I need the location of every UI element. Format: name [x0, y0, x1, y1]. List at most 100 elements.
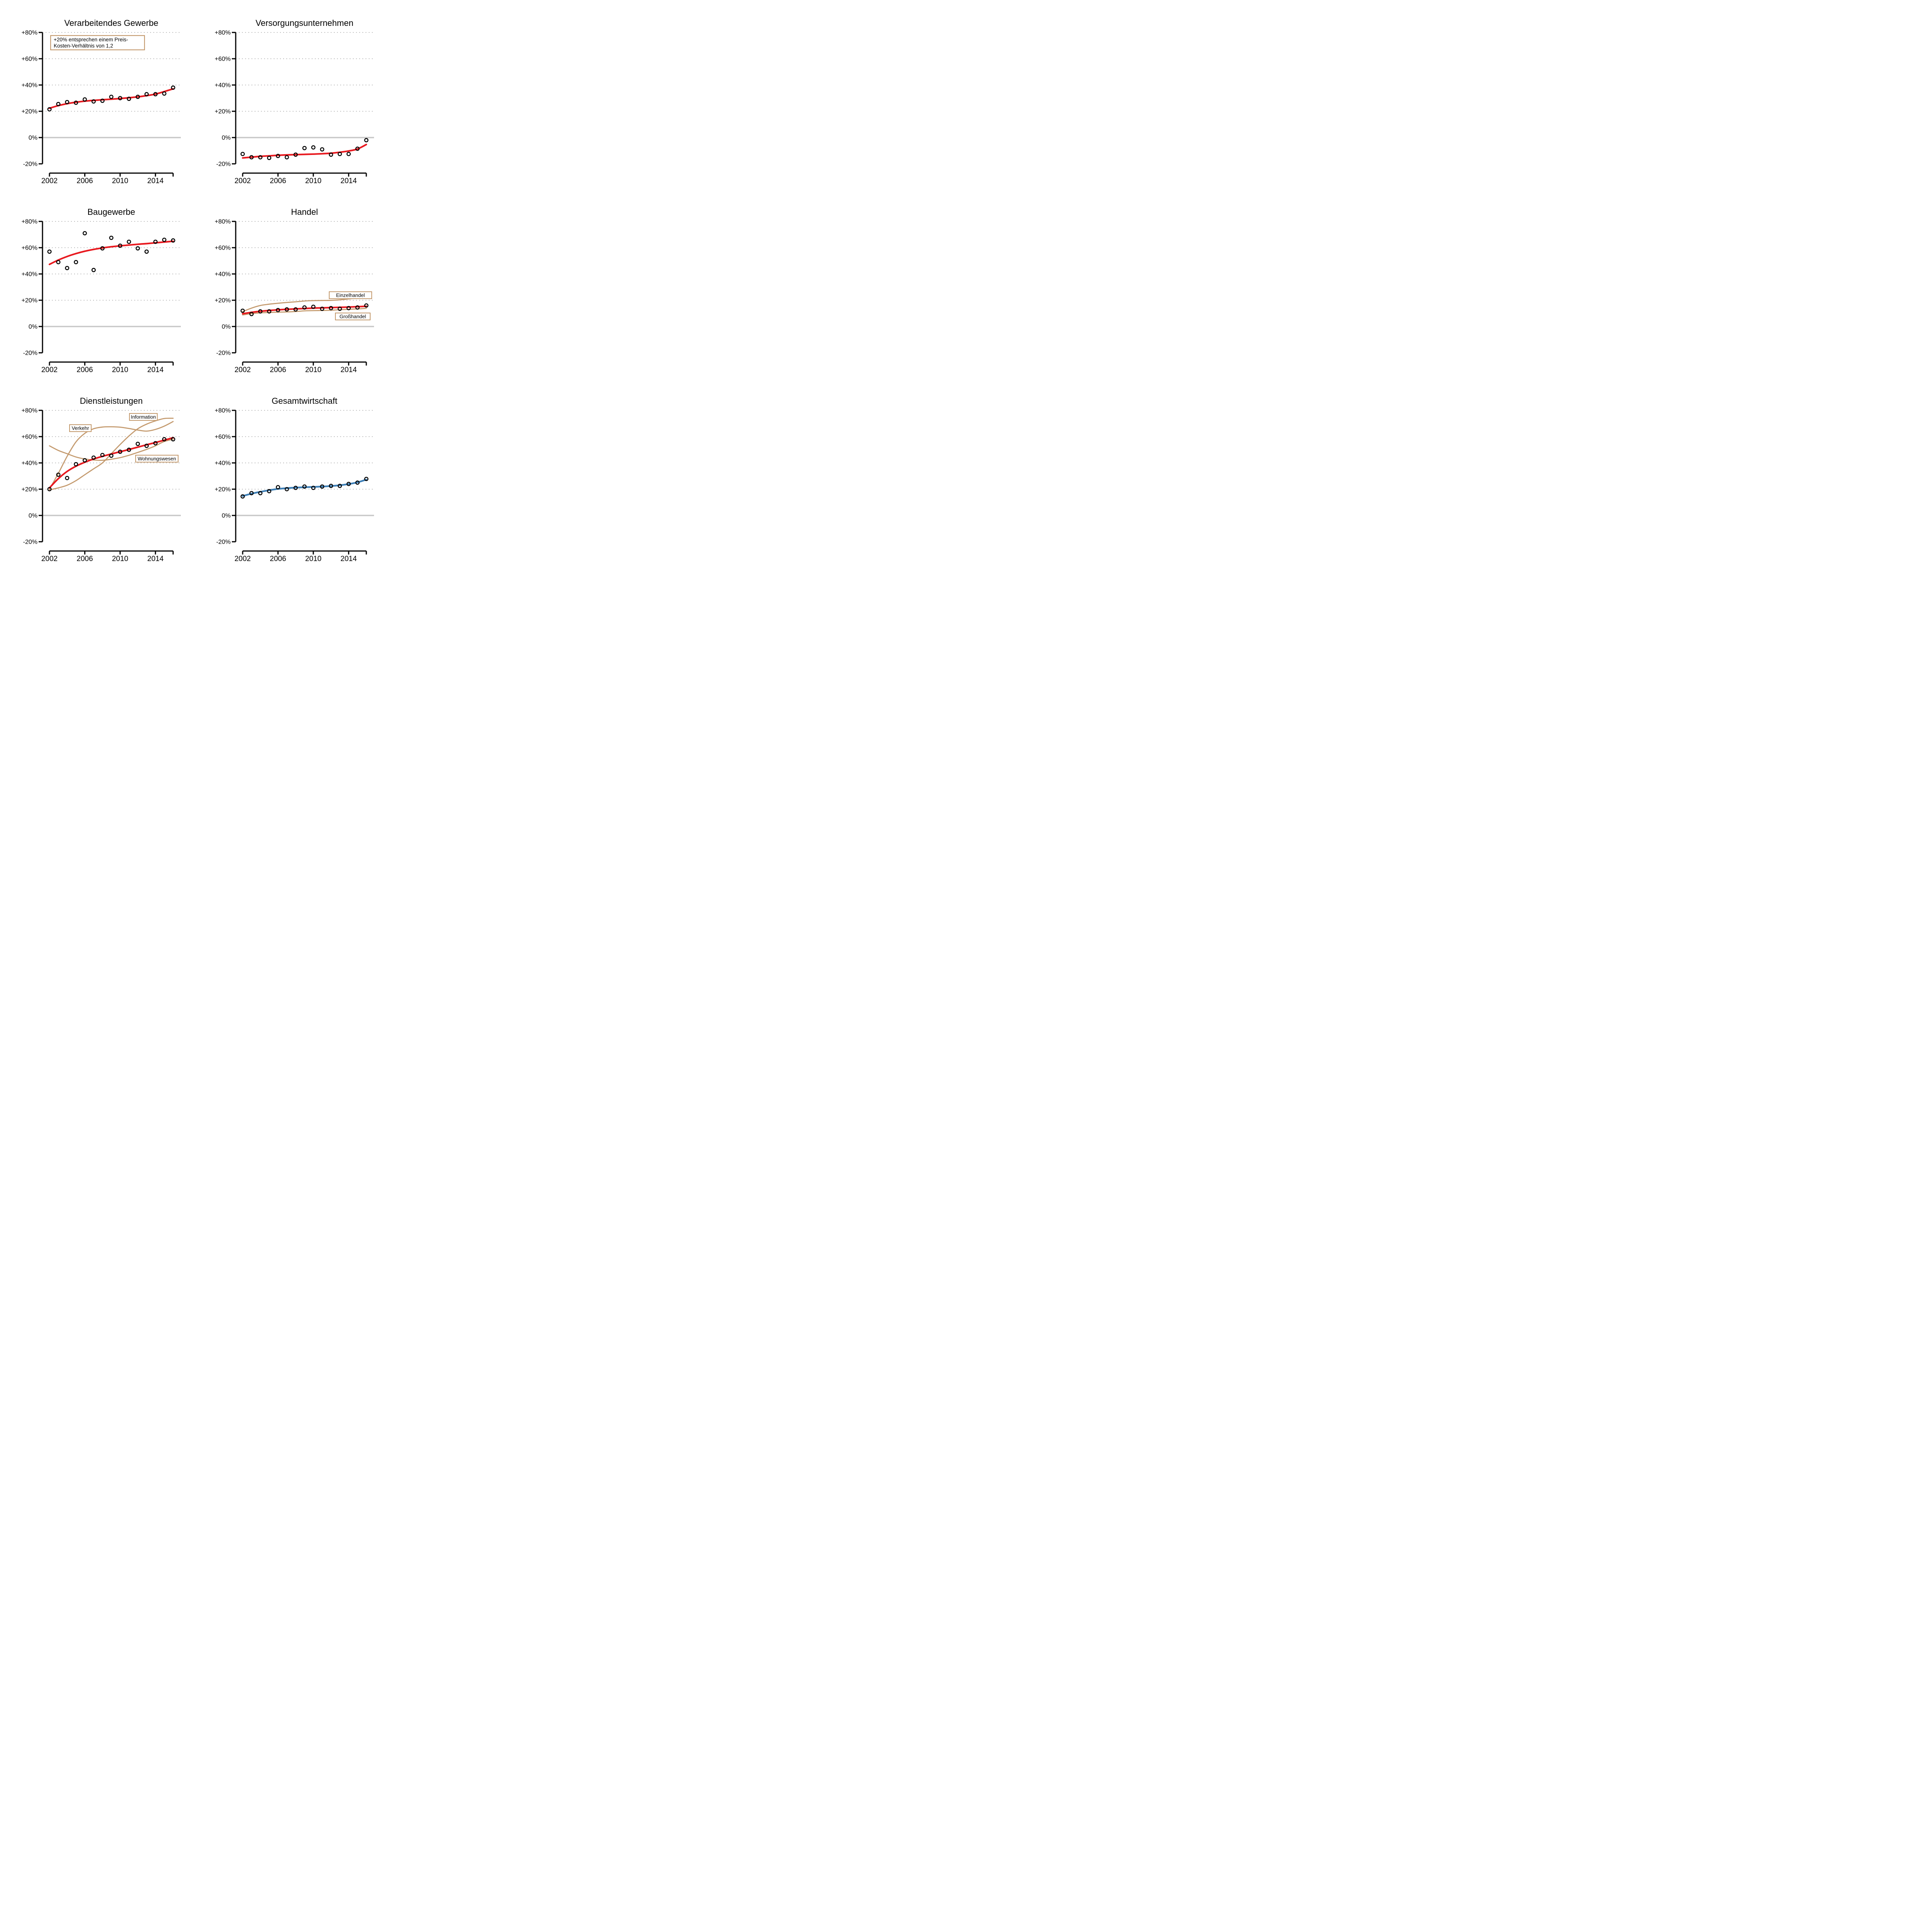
x-tick-label: 2002 [235, 366, 251, 374]
multi-panel-chart-figure: +20% entsprechen einem Preis- Kosten-Verh… [0, 0, 386, 580]
data-point [82, 458, 87, 463]
data-point [267, 156, 272, 160]
panel-title: Handel [291, 207, 318, 217]
x-tick-label: 2006 [270, 177, 286, 185]
x-tick-label: 2002 [235, 177, 251, 185]
data-point [118, 96, 122, 100]
data-point [355, 480, 360, 485]
y-tick-label: +20% [22, 109, 37, 115]
data-point [293, 307, 298, 312]
data-point [56, 102, 61, 106]
annotation-text-line: +20% entsprechen einem Preis- [54, 37, 128, 43]
panel-verarbeitendes-gewerbe: +20% entsprechen einem Preis-Kosten-Verh… [22, 18, 181, 185]
x-tick-label: 2010 [112, 177, 128, 185]
data-point [249, 312, 254, 316]
y-tick-label: +20% [215, 109, 231, 115]
y-tick-label: +80% [215, 408, 231, 414]
data-point [302, 484, 307, 489]
data-point [65, 266, 70, 270]
panel-title: Versorgungsunternehmen [255, 18, 353, 28]
data-point [346, 152, 351, 156]
data-point [355, 146, 360, 151]
y-tick-label: 0% [29, 135, 37, 141]
data-point [320, 306, 325, 311]
line-label-box [329, 291, 372, 299]
data-point [320, 484, 325, 489]
data-point [346, 306, 351, 310]
panel-baugewerbe: +80% +60% +40% +20% 0% -20% 2002 2006 2010 2014 Ba… [22, 207, 181, 374]
x-tick-label: 2010 [305, 366, 321, 374]
y-tick-label: +60% [22, 434, 37, 440]
data-point [127, 97, 131, 101]
data-point [91, 455, 96, 460]
line-label: Wohnungswesen [138, 456, 176, 462]
data-point [100, 99, 105, 103]
data-point [293, 486, 298, 490]
line-label: Großhandel [340, 314, 366, 320]
data-point [258, 309, 263, 314]
data-point [100, 246, 105, 251]
annotation-box [50, 35, 145, 51]
y-tick-label: -20% [23, 350, 37, 357]
data-point [47, 107, 52, 112]
panel-handel: Einzelhandel Großhandel +80% +60% +40% +20% 0%… [215, 207, 374, 374]
data-point [267, 309, 272, 314]
data-point [56, 260, 61, 264]
data-point [47, 249, 52, 254]
data-point [171, 238, 175, 243]
data-point [109, 95, 114, 99]
panel-title: Verarbeitendes Gewerbe [64, 18, 158, 28]
y-tick-label: +40% [22, 271, 37, 278]
data-point [127, 240, 131, 244]
x-tick-label: 2010 [112, 366, 128, 374]
line-label-box [129, 413, 158, 421]
data-point [74, 260, 78, 264]
y-tick-label: +40% [215, 460, 231, 467]
data-point [56, 473, 61, 477]
panel-versorgungsunternehmen: +80% +60% +40% +20% 0% -20% 2002 2006 2010 2014 Ve… [215, 18, 374, 185]
data-point [355, 305, 360, 310]
data-point [337, 306, 342, 311]
data-point [284, 155, 289, 160]
x-tick-label: 2014 [147, 366, 164, 374]
data-point [74, 100, 78, 105]
y-tick-label: +60% [22, 245, 37, 252]
data-point [162, 91, 167, 96]
data-point [329, 306, 333, 310]
sector-line-1 [242, 296, 367, 312]
data-point [144, 92, 149, 97]
trend-line [48, 240, 174, 265]
y-tick-label: +80% [22, 219, 37, 225]
line-label: Information [131, 414, 156, 420]
data-point [109, 235, 114, 240]
data-point [74, 462, 78, 466]
sector-line-3 [49, 439, 174, 461]
data-point [136, 442, 140, 446]
x-tick-label: 2014 [147, 177, 164, 185]
y-tick-label: 0% [29, 324, 37, 330]
data-point [82, 231, 87, 236]
trend-line [242, 143, 367, 159]
panel-title: Dienstleistungen [80, 396, 143, 406]
x-tick-label: 2014 [147, 555, 164, 563]
data-point [118, 449, 122, 454]
y-tick-label: +40% [22, 82, 37, 89]
panel-gesamtwirtschaft: +80% +60% +40% +20% 0% -20% 2002 2006 2010 2014 Ge… [215, 396, 374, 563]
panel-dienstleistungen: Verkehr Information Wohnungswesen +80% +60% +… [22, 396, 181, 563]
data-point [284, 487, 289, 492]
data-point [100, 453, 105, 457]
data-point [91, 99, 96, 104]
data-point [65, 476, 70, 480]
x-tick-label: 2014 [340, 177, 357, 185]
y-tick-label: +40% [215, 271, 231, 278]
data-point [118, 243, 122, 248]
data-point [276, 308, 280, 313]
data-point [171, 85, 175, 90]
data-point [267, 489, 272, 493]
data-point [337, 152, 342, 156]
data-point [364, 303, 369, 308]
data-point [136, 246, 140, 251]
data-point [82, 97, 87, 102]
y-tick-label: +80% [215, 30, 231, 36]
x-tick-label: 2010 [305, 177, 321, 185]
